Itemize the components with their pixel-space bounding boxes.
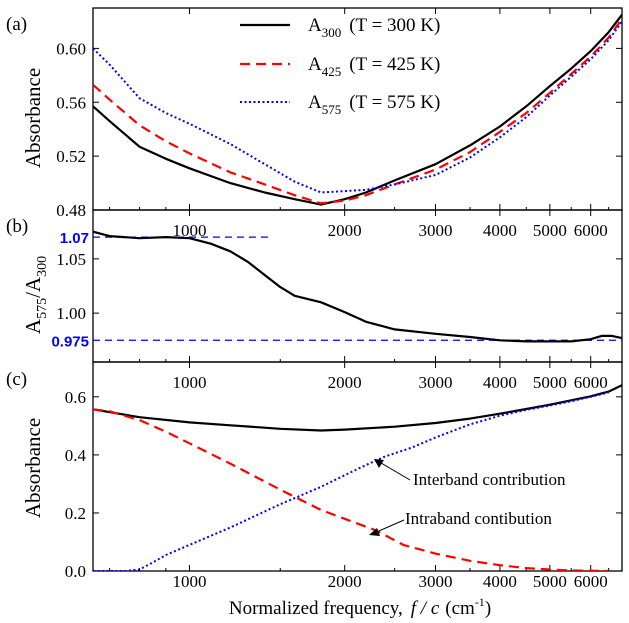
panel-a-label: (a)	[6, 14, 27, 35]
panel-b-ticks: 1000 2000 3000 4000 5000 6000 1.00 1.05	[56, 210, 622, 392]
reference-label-1.07: 1.07	[60, 230, 89, 247]
panel-c-x-tick-label: 3000	[418, 572, 452, 591]
panel-b-series	[93, 230, 622, 343]
panel-c-frame	[92, 361, 623, 572]
panel-c-x-tick-label: 5000	[533, 572, 567, 591]
panel-c-y-tick-label: 0.2	[65, 504, 86, 523]
panel-b-x-tick-label: 2000	[328, 373, 362, 392]
panel-c-y-tick-label: 0.0	[65, 562, 86, 581]
panel-a-y-tick-label: 0.52	[56, 147, 86, 166]
panel-a-series-A300	[93, 14, 622, 206]
x-axis-label: Normalized frequency, f / c (cm-1)	[229, 595, 491, 619]
panel-b-label: (b)	[6, 216, 28, 237]
panel-a-y-tick-label: 0.56	[56, 93, 86, 112]
panel-b-x-tick-label: 6000	[574, 373, 608, 392]
panel-c-series-interband	[93, 391, 609, 571]
panel-b: (b) A575/A300 1000 2000 3000 4000 5000 60001.…	[6, 209, 623, 392]
reference-label-0.975: 0.975	[51, 333, 89, 350]
panel-b-x-tick-label: 4000	[483, 373, 517, 392]
panel-b-ylabel: A575/A300	[21, 256, 50, 334]
panel-c-series-intraband	[93, 408, 609, 571]
legend-label-a300: A300 (T = 300 K)	[308, 15, 440, 40]
annotation-interband-arrowhead	[374, 459, 384, 468]
panel-c-x-tick-label: 2000	[328, 572, 362, 591]
panel-a-x-tick-label: 5000	[533, 221, 567, 240]
panel-a-x-tick-label: 6000	[574, 221, 608, 240]
panel-b-x-tick-label: 3000	[418, 373, 452, 392]
panel-b-x-tick-label: 1000	[172, 373, 206, 392]
panel-a-y-tick-label: 0.60	[56, 39, 86, 58]
legend-item-a575: A575 (T = 575 K)	[240, 92, 440, 117]
panel-a-y-tick-label: 0.48	[56, 201, 86, 220]
annotation-intraband-text: Intraband contibution	[405, 509, 552, 528]
panel-a-x-tick-label: 3000	[418, 221, 452, 240]
panel-a: (a) Absorbance 1000 2000 3000 4000 5000 6000 0…	[6, 7, 623, 240]
panel-c-label: (c)	[6, 369, 27, 390]
panel-c-y-tick-label: 0.6	[65, 388, 86, 407]
panel-c-y-tick-label: 0.4	[65, 446, 87, 465]
panel-a-ylabel: Absorbance	[21, 68, 45, 168]
panel-c-ylabel: Absorbance	[21, 418, 45, 518]
panel-b-y-tick-label: 1.05	[56, 250, 86, 269]
panel-c-ticks: 1000 2000 3000 4000 5000 6000 0.0 0.2 0.4 0.6	[65, 362, 622, 591]
panel-b-reference-lines: 1.07 0.975	[51, 230, 622, 350]
panel-a-x-tick-label: 1000	[172, 221, 206, 240]
legend-item-a300: A300 (T = 300 K)	[240, 15, 440, 40]
panel-b-series-ratio	[93, 230, 622, 343]
legend-label-a425: A425 (T = 425 K)	[308, 54, 440, 79]
panel-c-x-tick-label: 1000	[172, 572, 206, 591]
panel-a-series	[93, 14, 622, 206]
legend-label-a575: A575 (T = 575 K)	[308, 92, 440, 117]
panel-a-series-A425	[93, 18, 622, 205]
panel-c-x-tick-label: 6000	[574, 572, 608, 591]
panel-a-x-tick-label: 4000	[483, 221, 517, 240]
panel-c-x-tick-label: 4000	[483, 572, 517, 591]
panel-a-ticks: 1000 2000 3000 4000 5000 6000 0.48 0.52 0.56 0.60	[56, 8, 622, 240]
legend-item-a425: A425 (T = 425 K)	[240, 54, 440, 79]
annotation-intraband-arrowhead	[369, 528, 380, 536]
panel-a-x-tick-label: 2000	[328, 221, 362, 240]
panel-b-y-tick-label: 1.00	[56, 304, 86, 323]
annotation-interband-text: Interband contribution	[413, 470, 566, 489]
annotation-intraband: Intraband contibution	[369, 509, 552, 536]
annotation-interband: Interband contribution	[374, 459, 566, 489]
panel-b-x-tick-label: 5000	[533, 373, 567, 392]
panel-c: (c) Absorbance 1000 2000 3000 4000 5000 6000 0…	[6, 361, 623, 591]
legend: A300 (T = 300 K) A425 (T = 425 K) A575 (T =…	[240, 15, 440, 117]
